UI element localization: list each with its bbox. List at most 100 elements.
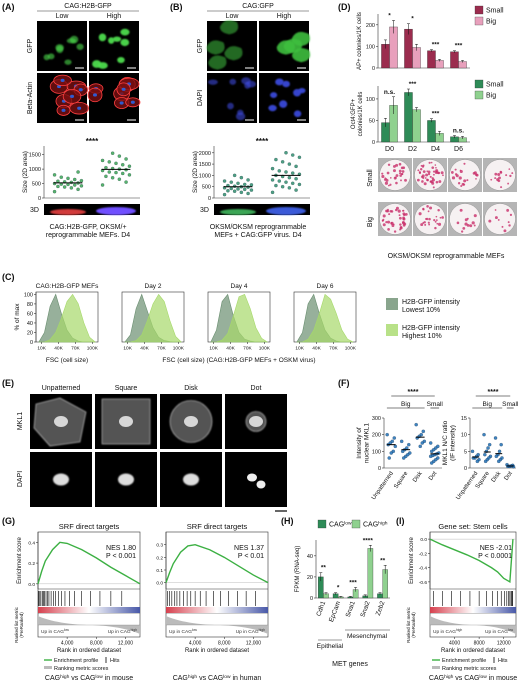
row-label: Small xyxy=(367,169,374,187)
x-tick-label: 4,000 xyxy=(189,641,202,647)
point xyxy=(420,441,424,445)
legend-swatch xyxy=(432,666,440,669)
colony xyxy=(427,221,430,224)
x-tick-label: 10K xyxy=(123,346,132,352)
colony xyxy=(469,224,473,228)
significance: ** xyxy=(321,565,327,572)
point xyxy=(246,178,250,182)
legend-swatch xyxy=(474,5,484,15)
strip-blob xyxy=(96,207,136,215)
colony xyxy=(390,221,393,225)
colony xyxy=(423,182,427,186)
nucleus xyxy=(208,79,218,85)
nucleus xyxy=(229,78,237,85)
y-tick-label: 20 xyxy=(27,330,33,336)
colony xyxy=(429,206,433,210)
colony xyxy=(424,223,427,226)
panel-label: (C) xyxy=(2,272,15,282)
colony xyxy=(381,174,385,179)
nucleus xyxy=(92,93,97,97)
x-tick-label: Snai2 xyxy=(359,600,371,618)
point xyxy=(399,439,404,444)
error-bar xyxy=(363,594,367,597)
point xyxy=(107,170,111,174)
significance: *** xyxy=(432,42,440,49)
text-line: Oct4:GFP+ xyxy=(351,98,357,129)
point xyxy=(236,181,240,186)
text-line: CAG:H2B-GFP, OKSM/+ xyxy=(49,224,126,231)
point xyxy=(232,189,237,193)
error-bar xyxy=(438,59,442,62)
legend-label: CAGhigh xyxy=(363,520,388,529)
colony xyxy=(432,186,435,189)
point xyxy=(430,449,434,454)
plate xyxy=(379,203,411,235)
colony xyxy=(473,224,476,227)
y-tick-label: 100 xyxy=(24,292,33,298)
column-label: Disk xyxy=(184,385,198,392)
colony xyxy=(387,184,390,187)
y-tick-label: 1500 xyxy=(199,162,211,168)
bar xyxy=(404,28,413,69)
colony xyxy=(387,220,391,224)
text-part: high xyxy=(131,628,137,632)
point xyxy=(470,449,475,454)
colony xyxy=(459,208,463,212)
error-bar xyxy=(406,88,410,96)
nucleus xyxy=(54,416,68,427)
point xyxy=(270,190,275,195)
colony xyxy=(466,179,469,182)
x-tick-label: 10K xyxy=(37,346,46,352)
group-label: Small xyxy=(427,401,444,408)
text-line: (IF intensity) xyxy=(449,425,456,461)
bar xyxy=(450,51,459,69)
y-tick-label: 2000 xyxy=(199,151,211,157)
side-label: Up in CAGhigh xyxy=(433,628,462,635)
text-part: high xyxy=(456,628,462,632)
colony xyxy=(399,174,402,177)
x-tick-label: 8,000 xyxy=(90,641,103,647)
y-tick-label: 20 xyxy=(307,575,313,581)
text-part: low xyxy=(95,674,103,680)
colony xyxy=(420,223,424,227)
point xyxy=(428,441,433,445)
colony xyxy=(500,186,503,189)
text-part: high xyxy=(378,520,388,526)
x-axis-label: FSC (cell size) (CAG:H2B-GFP MEFs + OSKM… xyxy=(162,357,315,364)
colony xyxy=(437,208,440,212)
legend-swatch xyxy=(317,519,327,529)
nucleus xyxy=(108,37,115,44)
point xyxy=(294,177,298,181)
nes: NES 1.37 xyxy=(234,545,264,552)
rank-gradient xyxy=(166,607,268,613)
point xyxy=(117,154,122,158)
error-bar xyxy=(415,43,419,51)
point xyxy=(124,157,128,161)
colony xyxy=(418,171,422,175)
point xyxy=(76,187,80,192)
y-tick-label: 0.0 xyxy=(156,581,163,587)
panel-label: (F) xyxy=(338,378,350,388)
point xyxy=(270,166,275,171)
y-axis-label: Enrichment score xyxy=(17,536,23,583)
colony xyxy=(432,173,435,176)
text-line: nuclear MKL1 xyxy=(363,423,370,463)
error-bar xyxy=(392,96,396,114)
point xyxy=(100,183,105,187)
colony xyxy=(450,171,454,174)
text-part: low xyxy=(223,674,231,680)
group-label: Small xyxy=(502,401,519,408)
y-tick-label: -0.2 xyxy=(419,551,428,557)
chart-title: Day 6 xyxy=(317,283,334,290)
colony xyxy=(427,173,431,176)
nucleus xyxy=(121,87,126,91)
micrograph xyxy=(37,73,90,123)
colony xyxy=(395,163,399,167)
colony xyxy=(434,164,437,166)
chart-title: Day 4 xyxy=(231,283,248,290)
error-bar xyxy=(354,587,358,592)
colony xyxy=(385,209,388,213)
panel-label: (G) xyxy=(2,516,15,526)
text-part: high xyxy=(60,674,70,680)
